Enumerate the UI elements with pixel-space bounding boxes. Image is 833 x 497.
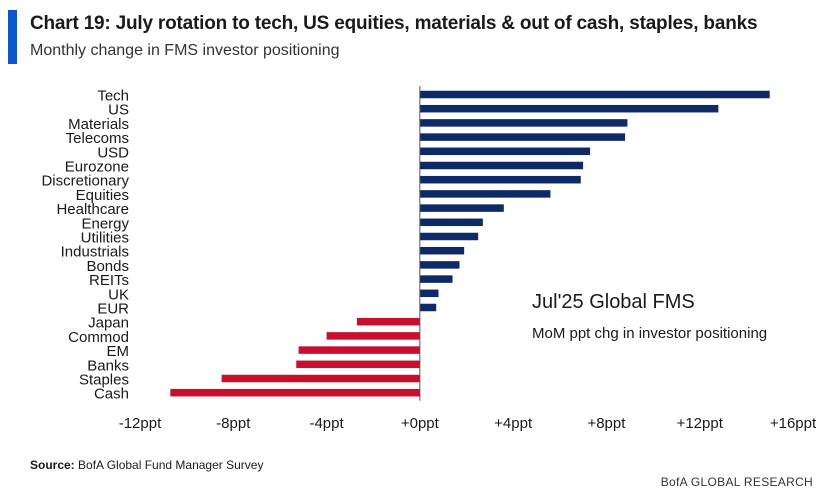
annotation-text: MoM ppt chg in investor positioning bbox=[532, 325, 768, 342]
x-tick-label: +0ppt bbox=[401, 415, 440, 432]
bar-staples bbox=[221, 374, 420, 383]
bar-banks bbox=[296, 360, 420, 369]
bar-telecoms bbox=[419, 133, 626, 141]
x-tick-label: +12ppt bbox=[677, 415, 724, 432]
bar-reits bbox=[419, 275, 453, 283]
category-label: Discretionary bbox=[41, 173, 129, 190]
category-label: EUR bbox=[97, 301, 129, 318]
bar-healthcare bbox=[419, 204, 504, 212]
category-label: Eurozone bbox=[65, 159, 129, 176]
x-tick-label: -12ppt bbox=[119, 415, 162, 432]
bar-bonds bbox=[419, 261, 460, 269]
bar-industrials bbox=[419, 246, 465, 255]
bar-tech bbox=[419, 90, 770, 99]
category-label: Bonds bbox=[86, 258, 129, 275]
bar-discretionary bbox=[419, 175, 581, 184]
x-tick-label: -4ppt bbox=[309, 415, 344, 432]
bar-usd bbox=[419, 147, 591, 156]
category-label: Materials bbox=[68, 116, 129, 133]
x-tick-label: +8ppt bbox=[587, 415, 626, 432]
bar-chart: TechUSMaterialsTelecomsUSDEurozoneDiscre… bbox=[41, 86, 817, 432]
title-accent-bar bbox=[8, 10, 17, 64]
source-label: Source: bbox=[30, 458, 75, 472]
bar-us bbox=[419, 104, 719, 113]
category-label: UK bbox=[108, 286, 129, 303]
category-label: Equities bbox=[76, 187, 129, 204]
category-label: Banks bbox=[87, 357, 129, 374]
category-label: EM bbox=[107, 343, 130, 360]
bar-utilities bbox=[419, 232, 479, 241]
bar-energy bbox=[419, 218, 483, 227]
category-label: Healthcare bbox=[56, 201, 129, 218]
bar-cash bbox=[170, 388, 420, 397]
category-label: Tech bbox=[97, 88, 129, 105]
category-label: Cash bbox=[94, 386, 129, 403]
brand-label: BofA GLOBAL RESEARCH bbox=[660, 475, 813, 489]
category-label: Telecoms bbox=[66, 130, 129, 147]
category-label: Industrials bbox=[61, 244, 129, 261]
source-note: Source: BofA Global Fund Manager Survey bbox=[30, 458, 263, 472]
bar-commod bbox=[326, 332, 420, 340]
category-label: Utilities bbox=[81, 230, 129, 247]
category-label: Japan bbox=[88, 315, 129, 332]
bar-eur bbox=[419, 303, 437, 312]
bar-materials bbox=[419, 119, 628, 127]
bar-uk bbox=[419, 289, 439, 298]
bar-japan bbox=[356, 317, 420, 326]
bar-equities bbox=[419, 190, 551, 198]
category-label: REITs bbox=[89, 272, 129, 289]
x-tick-label: +16ppt bbox=[770, 415, 817, 432]
category-label: USD bbox=[97, 144, 129, 161]
chart-title: Chart 19: July rotation to tech, US equi… bbox=[30, 13, 758, 34]
bar-eurozone bbox=[419, 161, 584, 170]
source-text: BofA Global Fund Manager Survey bbox=[74, 458, 264, 472]
category-label: Energy bbox=[81, 215, 129, 232]
bar-em bbox=[298, 346, 420, 354]
annotation-title: Jul'25 Global FMS bbox=[532, 291, 695, 313]
chart-subtitle: Monthly change in FMS investor positioni… bbox=[30, 42, 340, 59]
category-label: US bbox=[108, 102, 129, 119]
category-label: Commod bbox=[68, 329, 129, 346]
x-tick-label: +4ppt bbox=[494, 415, 533, 432]
category-label: Staples bbox=[79, 372, 129, 389]
x-tick-label: -8ppt bbox=[216, 415, 251, 432]
